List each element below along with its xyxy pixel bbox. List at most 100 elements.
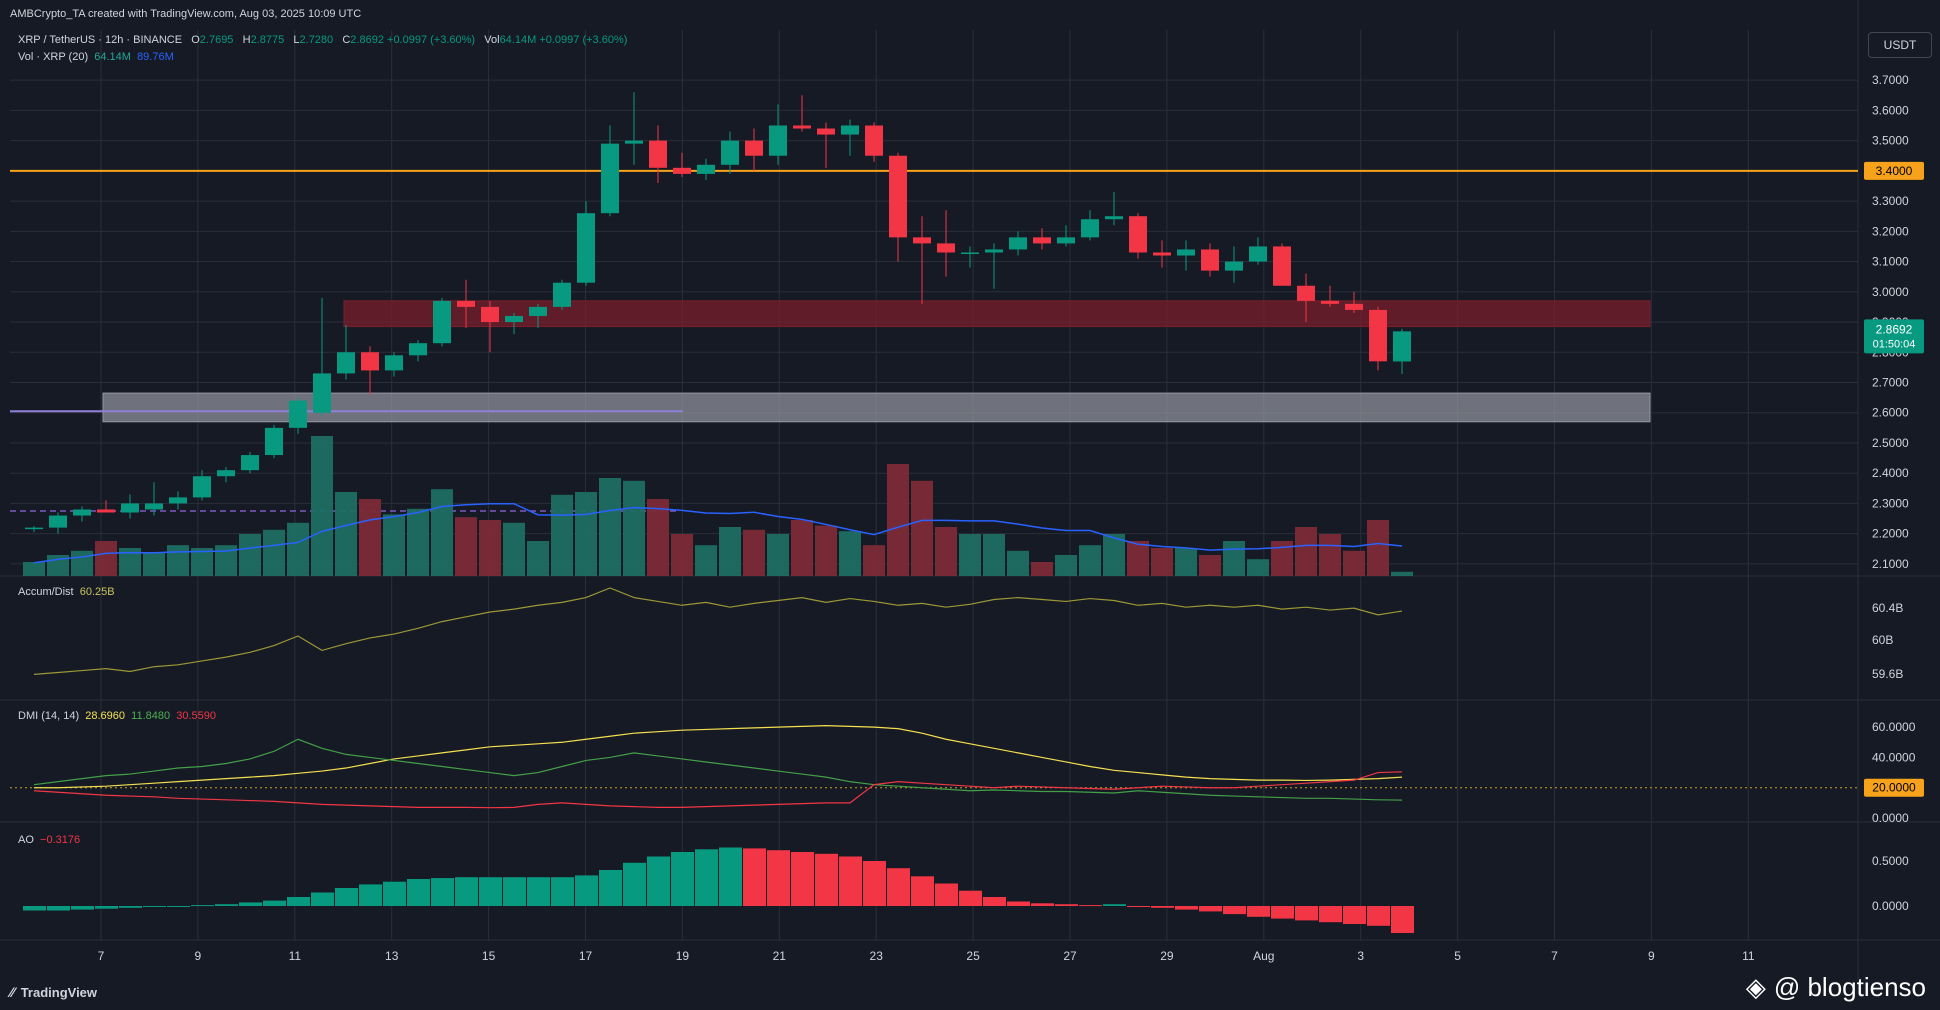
candle-body bbox=[769, 125, 787, 156]
ao-bar bbox=[239, 902, 262, 906]
ao-bar bbox=[431, 878, 454, 906]
volume-bar bbox=[719, 527, 741, 576]
volume-bar bbox=[167, 545, 189, 576]
accum-dist-line bbox=[33, 587, 1403, 675]
ao-bar bbox=[911, 876, 934, 906]
candle-body bbox=[289, 400, 307, 428]
candle-body bbox=[505, 315, 523, 323]
volume-bar bbox=[839, 531, 861, 576]
volume-bar bbox=[95, 541, 117, 576]
candle-body bbox=[193, 476, 211, 498]
ao-bar bbox=[23, 906, 46, 911]
x-tick-label: Aug bbox=[1253, 949, 1274, 963]
candle-body bbox=[1369, 309, 1387, 362]
candle-body bbox=[1345, 303, 1363, 310]
volume-bar bbox=[1199, 555, 1221, 576]
ao-bar bbox=[191, 905, 214, 907]
volume-bar bbox=[287, 522, 309, 576]
dmi-axis-label: 0.0000 bbox=[1872, 811, 1909, 825]
ao-bar bbox=[1367, 906, 1390, 926]
low-label: L bbox=[293, 34, 300, 46]
volume-bar bbox=[1391, 571, 1413, 576]
candle-body bbox=[481, 306, 499, 323]
support-zone bbox=[102, 392, 1651, 423]
volume-bar bbox=[983, 534, 1005, 576]
candle-body bbox=[361, 352, 379, 371]
ao-bar bbox=[167, 906, 190, 907]
accum-dist-value: 60.25B bbox=[79, 586, 115, 598]
symbol-legend: XRP / TetherUS · 12h · BINANCE O2.7695 H… bbox=[18, 34, 627, 46]
open-label: O bbox=[191, 34, 200, 46]
candle-body bbox=[217, 470, 235, 477]
volume-bar bbox=[311, 436, 333, 576]
accum-dist-legend: Accum/Dist 60.25B bbox=[18, 586, 115, 598]
ao-bar bbox=[551, 877, 574, 906]
candle-body bbox=[25, 527, 43, 530]
currency-button[interactable]: USDT bbox=[1868, 32, 1932, 58]
candle-body bbox=[145, 503, 163, 510]
ao-bar bbox=[647, 856, 670, 906]
ao-bar bbox=[215, 904, 238, 906]
candle-body bbox=[577, 213, 595, 283]
volume-bar bbox=[1055, 555, 1077, 576]
candle-body bbox=[409, 343, 427, 356]
candle-body bbox=[1201, 249, 1219, 271]
candle-body bbox=[529, 306, 547, 316]
ao-bar bbox=[119, 906, 142, 908]
candle-body bbox=[697, 164, 715, 174]
price-axis-label: 3.3000 bbox=[1872, 194, 1909, 208]
x-tick-label: 23 bbox=[870, 949, 884, 963]
low-value: 2.7280 bbox=[299, 34, 334, 46]
volume-bar bbox=[1247, 559, 1269, 576]
x-tick-label: 19 bbox=[676, 949, 690, 963]
candle-body bbox=[889, 155, 907, 238]
dmi-legend: DMI (14, 14) 28.6960 11.8480 30.5590 bbox=[18, 710, 216, 722]
volume-bar bbox=[791, 520, 813, 576]
ao-bar bbox=[1079, 905, 1102, 907]
ao-bar bbox=[1247, 906, 1270, 917]
volume-bar bbox=[119, 548, 141, 576]
candle-body bbox=[1393, 331, 1411, 362]
candle-body bbox=[1129, 216, 1147, 253]
volume-bar bbox=[551, 494, 573, 576]
volume-bar bbox=[1223, 541, 1245, 576]
candle-body bbox=[73, 509, 91, 516]
ao-bar bbox=[455, 877, 478, 906]
ad-axis-label: 60B bbox=[1872, 633, 1893, 647]
volume-bar bbox=[1295, 527, 1317, 576]
ao-bar bbox=[311, 892, 334, 906]
volume-bar bbox=[143, 552, 165, 576]
change-value: +0.0997 (+3.60%) bbox=[387, 34, 476, 46]
x-tick-label: 17 bbox=[579, 949, 593, 963]
tradingview-logo[interactable]: ⁄⁄ TradingView bbox=[10, 984, 97, 1000]
volume-bar bbox=[335, 492, 357, 576]
price-axis-label: 2.5000 bbox=[1872, 436, 1909, 450]
candle-body bbox=[385, 355, 403, 371]
volume-bar bbox=[1127, 541, 1149, 576]
ao-bar bbox=[71, 906, 94, 910]
ao-bar bbox=[599, 870, 622, 906]
price-axis-label: 3.2000 bbox=[1872, 224, 1909, 238]
ao-bar bbox=[383, 881, 406, 906]
volume-bar bbox=[1031, 562, 1053, 576]
candle-body bbox=[841, 125, 859, 135]
candle-body bbox=[1105, 216, 1123, 220]
close-label: C bbox=[342, 34, 351, 46]
candle-body bbox=[241, 455, 259, 471]
price-axis-label: 2.2000 bbox=[1872, 527, 1909, 541]
ao-bar bbox=[767, 850, 790, 906]
x-tick-label: 3 bbox=[1357, 949, 1364, 963]
dmi-title: DMI (14, 14) bbox=[18, 710, 80, 722]
ao-bar bbox=[863, 861, 886, 906]
volume-bar bbox=[599, 478, 621, 576]
candle-body bbox=[1249, 246, 1267, 262]
x-tick-label: 21 bbox=[773, 949, 787, 963]
dmi-axis-label: 40.0000 bbox=[1872, 750, 1916, 764]
ao-bar bbox=[47, 906, 70, 911]
candle-body bbox=[1225, 261, 1243, 271]
ao-bar bbox=[887, 868, 910, 906]
candle-body bbox=[1177, 249, 1195, 256]
dmi-threshold-tag bbox=[1864, 778, 1924, 797]
volume-bar bbox=[1151, 548, 1173, 576]
